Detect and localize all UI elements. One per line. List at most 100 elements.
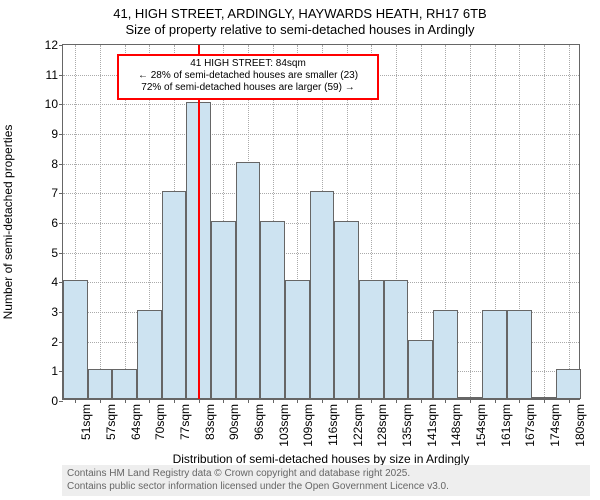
histogram-bar (112, 369, 137, 399)
y-tick-label: 3 (51, 305, 58, 319)
x-axis-label: Distribution of semi-detached houses by … (62, 452, 580, 466)
grid-line-h (63, 134, 579, 136)
x-tick-label: 83sqm (203, 404, 217, 440)
footer-line1: Contains HM Land Registry data © Crown c… (67, 468, 410, 479)
x-tick-label: 135sqm (400, 404, 414, 447)
x-tick-mark (569, 399, 570, 403)
annotation-box: 41 HIGH STREET: 84sqm← 28% of semi-detac… (117, 54, 378, 100)
x-tick-label: 122sqm (351, 404, 365, 447)
x-tick-label: 116sqm (326, 404, 340, 446)
x-tick-mark (544, 399, 545, 403)
x-tick-label: 90sqm (227, 404, 241, 440)
histogram-bar (334, 221, 359, 399)
y-tick-label: 11 (46, 68, 58, 82)
y-tick-mark (59, 75, 63, 76)
y-tick-label: 5 (51, 246, 58, 260)
histogram-bar (384, 280, 409, 399)
chart-title: 41, HIGH STREET, ARDINGLY, HAYWARDS HEAT… (0, 6, 600, 37)
histogram-bar (408, 340, 433, 399)
histogram-bar (458, 397, 483, 399)
x-tick-mark (371, 399, 372, 403)
histogram-bar (310, 191, 335, 399)
plot-area: 012345678910111251sqm57sqm64sqm70sqm77sq… (62, 44, 580, 400)
grid-line-v (100, 45, 102, 399)
x-tick-label: 103sqm (277, 404, 291, 447)
annotation-line2: ← 28% of semi-detached houses are smalle… (123, 70, 372, 82)
x-tick-label: 51sqm (79, 404, 93, 440)
histogram-bar (482, 310, 507, 399)
x-tick-mark (174, 399, 175, 403)
x-tick-label: 167sqm (523, 404, 537, 447)
histogram-bar (236, 162, 261, 399)
y-tick-label: 10 (45, 97, 58, 111)
grid-line-v (544, 45, 546, 399)
x-tick-label: 128sqm (375, 404, 389, 447)
y-tick-mark (59, 45, 63, 46)
x-tick-label: 141sqm (425, 404, 439, 447)
y-axis-label: Number of semi-detached properties (1, 125, 15, 320)
histogram-bar (260, 221, 285, 399)
x-tick-mark (149, 399, 150, 403)
y-tick-mark (59, 401, 63, 402)
y-tick-label: 0 (51, 394, 58, 408)
x-tick-mark (347, 399, 348, 403)
title-line2: Size of property relative to semi-detach… (125, 22, 474, 37)
y-tick-label: 2 (51, 335, 58, 349)
x-tick-mark (322, 399, 323, 403)
y-tick-label: 4 (51, 275, 58, 289)
histogram-bar (507, 310, 532, 399)
x-tick-mark (470, 399, 471, 403)
grid-line-v (569, 45, 571, 399)
histogram-bar (433, 310, 458, 399)
histogram-bar (556, 369, 581, 399)
x-tick-mark (248, 399, 249, 403)
x-tick-mark (495, 399, 496, 403)
histogram-bar (88, 369, 113, 399)
footer-line2: Contains public sector information licen… (67, 481, 449, 492)
x-tick-mark (223, 399, 224, 403)
histogram-bar (285, 280, 310, 399)
x-tick-mark (100, 399, 101, 403)
footer: Contains HM Land Registry data © Crown c… (62, 465, 590, 496)
histogram-bar (137, 310, 162, 399)
x-tick-mark (125, 399, 126, 403)
x-tick-label: 148sqm (449, 404, 463, 447)
x-tick-label: 64sqm (129, 404, 143, 440)
histogram-bar (63, 280, 88, 399)
histogram-bar (211, 221, 236, 399)
x-tick-mark (75, 399, 76, 403)
y-tick-label: 12 (45, 38, 58, 52)
histogram-bar (162, 191, 187, 399)
histogram-bar (532, 397, 557, 399)
x-tick-label: 174sqm (548, 404, 562, 447)
grid-line-h (63, 104, 579, 106)
y-tick-label: 7 (51, 186, 58, 200)
x-tick-mark (421, 399, 422, 403)
x-tick-label: 154sqm (474, 404, 488, 447)
y-tick-mark (59, 223, 63, 224)
x-tick-label: 161sqm (499, 404, 513, 447)
x-tick-mark (297, 399, 298, 403)
x-tick-mark (519, 399, 520, 403)
y-tick-label: 6 (51, 216, 58, 230)
x-tick-mark (445, 399, 446, 403)
y-tick-label: 9 (51, 127, 58, 141)
y-tick-label: 8 (51, 157, 58, 171)
y-tick-mark (59, 134, 63, 135)
x-tick-label: 70sqm (153, 404, 167, 440)
y-tick-mark (59, 164, 63, 165)
grid-line-h (63, 164, 579, 166)
x-tick-mark (396, 399, 397, 403)
title-line1: 41, HIGH STREET, ARDINGLY, HAYWARDS HEAT… (113, 6, 486, 21)
x-tick-label: 109sqm (301, 404, 315, 447)
annotation-line3: 72% of semi-detached houses are larger (… (123, 82, 372, 94)
x-tick-label: 57sqm (104, 404, 118, 440)
y-tick-label: 1 (51, 364, 58, 378)
grid-line-v (470, 45, 472, 399)
x-tick-label: 77sqm (178, 404, 192, 440)
y-tick-mark (59, 193, 63, 194)
histogram-bar (359, 280, 384, 399)
annotation-line1: 41 HIGH STREET: 84sqm (123, 58, 372, 70)
y-tick-mark (59, 253, 63, 254)
x-tick-mark (273, 399, 274, 403)
